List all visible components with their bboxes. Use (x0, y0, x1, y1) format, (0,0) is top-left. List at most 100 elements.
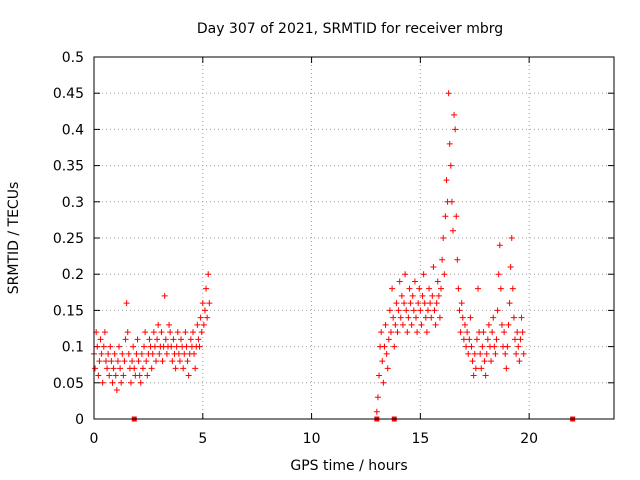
y-tick-label: 0.05 (53, 376, 84, 392)
data-point (379, 358, 386, 365)
data-point (180, 365, 187, 372)
data-point (401, 300, 408, 307)
data-point (173, 343, 180, 350)
data-point (381, 343, 388, 350)
data-point (174, 329, 181, 336)
data-point (495, 271, 502, 278)
data-point (504, 343, 511, 350)
data-point (151, 343, 158, 350)
data-point (496, 242, 503, 249)
data-point (389, 285, 396, 292)
data-point (120, 372, 127, 379)
data-point (473, 336, 480, 343)
data-point (509, 285, 516, 292)
data-point (191, 350, 198, 357)
x-tick-label: 10 (303, 431, 321, 447)
data-point (393, 300, 400, 307)
data-point (169, 358, 176, 365)
data-points (91, 90, 576, 422)
data-point (192, 365, 199, 372)
data-point (104, 365, 111, 372)
data-point (409, 292, 416, 299)
data-point (408, 321, 415, 328)
data-point (178, 336, 185, 343)
data-point (394, 329, 401, 336)
data-point (492, 350, 499, 357)
data-point (519, 329, 526, 336)
data-point (427, 300, 434, 307)
data-point (98, 350, 105, 357)
data-point (107, 343, 114, 350)
data-point (451, 111, 458, 118)
data-point (446, 140, 453, 147)
data-point (161, 292, 168, 299)
data-point (501, 329, 508, 336)
y-tick-label: 0.15 (53, 303, 84, 319)
data-point (513, 350, 520, 357)
data-point (112, 372, 119, 379)
data-point (185, 372, 192, 379)
data-point (194, 321, 201, 328)
data-point (407, 300, 414, 307)
data-point (378, 329, 385, 336)
data-point (402, 271, 409, 278)
data-point (92, 365, 99, 372)
data-point (175, 350, 182, 357)
data-point (129, 358, 136, 365)
data-point (448, 198, 455, 205)
y-tick-label: 0.3 (62, 195, 84, 211)
data-point (124, 329, 131, 336)
data-point (424, 307, 431, 314)
data-point (122, 336, 129, 343)
data-point (457, 329, 464, 336)
data-point (498, 321, 505, 328)
y-tick-label: 0.45 (53, 86, 84, 102)
data-point (153, 358, 160, 365)
data-point (390, 314, 397, 321)
data-point (406, 285, 413, 292)
data-point (384, 365, 391, 372)
data-point (127, 379, 134, 386)
data-point (507, 263, 514, 270)
y-tick-label: 0.35 (53, 159, 84, 175)
data-point (440, 235, 447, 241)
data-point (469, 358, 476, 365)
data-point (470, 372, 477, 379)
data-point (110, 365, 117, 372)
data-point (413, 314, 420, 321)
data-point (454, 256, 461, 263)
data-point (483, 350, 490, 357)
data-point (443, 177, 450, 184)
data-point (176, 358, 183, 365)
data-point (449, 227, 456, 234)
data-point (503, 365, 510, 372)
data-point (162, 336, 169, 343)
data-point (515, 343, 522, 350)
data-point (435, 292, 442, 299)
data-point (201, 307, 208, 314)
data-point (146, 336, 153, 343)
data-point (399, 321, 406, 328)
data-point (100, 343, 107, 350)
data-point (445, 90, 452, 97)
y-tick-label: 0.4 (62, 122, 84, 138)
data-point (181, 350, 188, 357)
data-point (422, 314, 429, 321)
data-point (410, 307, 417, 314)
data-point (505, 321, 512, 328)
data-point (123, 300, 130, 307)
data-point (429, 292, 436, 299)
data-point (471, 350, 478, 357)
data-point (148, 365, 155, 372)
data-point (135, 358, 142, 365)
data-point (196, 343, 203, 350)
data-point (468, 343, 475, 350)
data-point (416, 285, 423, 292)
data-point (494, 307, 501, 314)
y-tick-label: 0.2 (62, 267, 84, 283)
data-point (490, 314, 497, 321)
data-point (205, 271, 212, 278)
data-point (405, 314, 412, 321)
data-point (150, 329, 157, 336)
